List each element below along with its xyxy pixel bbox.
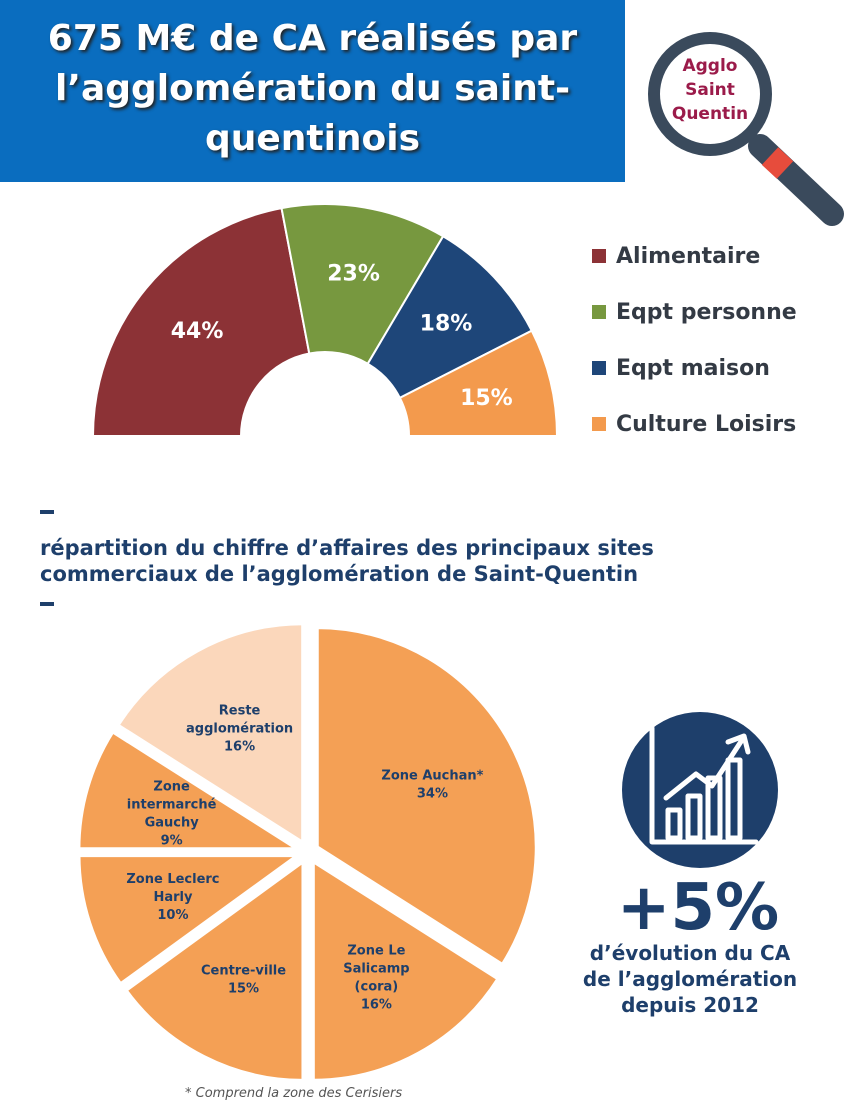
- legend-label: Culture Loisirs: [616, 411, 797, 437]
- legend-swatch: [592, 305, 606, 319]
- kpi-caption: d’évolution du CA de l’agglomération dep…: [555, 940, 825, 1018]
- slice-label: Zone: [153, 779, 190, 794]
- pie-slice: [314, 625, 539, 968]
- kpi-caption-line: d’évolution du CA: [589, 941, 791, 965]
- slice-label: Harly: [153, 890, 193, 905]
- title-line: 675 M€ de CA réalisés par: [47, 18, 578, 59]
- pie-slice: [76, 853, 305, 988]
- slice-label: 10%: [157, 908, 188, 923]
- kpi-value: +5%: [616, 871, 780, 945]
- logo-line: Saint: [685, 80, 735, 100]
- legend-swatch: [592, 361, 606, 375]
- pie-slice: [122, 856, 306, 1083]
- slice-label: Reste: [219, 704, 261, 719]
- section-subtitle: répartition du chiffre d’affaires des pr…: [40, 535, 840, 587]
- slice-label: Zone Auchan*: [381, 769, 483, 784]
- footnote: * Comprend la zone des Cerisiers: [185, 1086, 403, 1101]
- slice-label: 34%: [417, 787, 448, 802]
- slice-label: 15%: [228, 982, 259, 997]
- slice-label: agglomération: [186, 722, 293, 737]
- kpi-caption-line: de l’agglomération: [582, 967, 798, 991]
- legend-label: Eqpt maison: [616, 355, 770, 381]
- data-label: 15%: [460, 386, 513, 411]
- slice-label: Gauchy: [145, 815, 200, 830]
- legend-item: Eqpt personne: [592, 284, 797, 340]
- data-label: 44%: [171, 319, 224, 344]
- slice-label: Salicamp: [343, 961, 409, 976]
- pie-slice: [76, 728, 306, 852]
- legend-item: Eqpt maison: [592, 340, 797, 396]
- slice-label: Centre-ville: [201, 964, 286, 979]
- slice-label: Zone Leclerc: [126, 872, 219, 887]
- half-donut-chart: 44% 23% 18% 15%: [91, 203, 559, 437]
- donut-slice: [91, 206, 311, 437]
- data-label: 18%: [420, 311, 473, 336]
- page-title: 675 M€ de CA réalisés par l’agglomératio…: [0, 0, 625, 182]
- legend-item: Culture Loisirs: [592, 396, 797, 452]
- donut-slice: [398, 329, 559, 437]
- donut-slice: [280, 203, 445, 366]
- slice-label: (cora): [355, 979, 399, 994]
- slice-label: 16%: [224, 740, 255, 755]
- legend-item: Alimentaire: [592, 228, 797, 284]
- logo-text: Agglo Saint Quentin: [660, 54, 760, 126]
- slice-label: Zone Le: [347, 943, 405, 958]
- logo-line: Agglo: [682, 56, 738, 76]
- subtitle-line: répartition du chiffre d’affaires des pr…: [40, 536, 654, 560]
- slice-label: 16%: [361, 997, 392, 1012]
- title-line: quentinois: [204, 118, 421, 159]
- kpi-caption-line: depuis 2012: [621, 993, 759, 1017]
- title-line: l’agglomération du saint-: [54, 68, 571, 109]
- subtitle-line: commerciaux de l’agglomération de Saint-…: [40, 562, 639, 586]
- divider-dash: [40, 602, 54, 606]
- legend-swatch: [592, 249, 606, 263]
- legend-label: Eqpt personne: [616, 299, 797, 325]
- slice-label: 9%: [161, 833, 183, 848]
- legend-label: Alimentaire: [616, 243, 761, 269]
- magnifying-glass-icon: [648, 32, 844, 226]
- divider-dash: [40, 510, 54, 514]
- pie-slice: [114, 621, 306, 847]
- data-label: 23%: [327, 261, 380, 286]
- pie-slice: [310, 857, 502, 1083]
- legend-swatch: [592, 417, 606, 431]
- legend: Alimentaire Eqpt personne Eqpt maison Cu…: [592, 228, 797, 452]
- logo-line: Quentin: [671, 104, 749, 124]
- slice-label: intermarché: [127, 797, 217, 812]
